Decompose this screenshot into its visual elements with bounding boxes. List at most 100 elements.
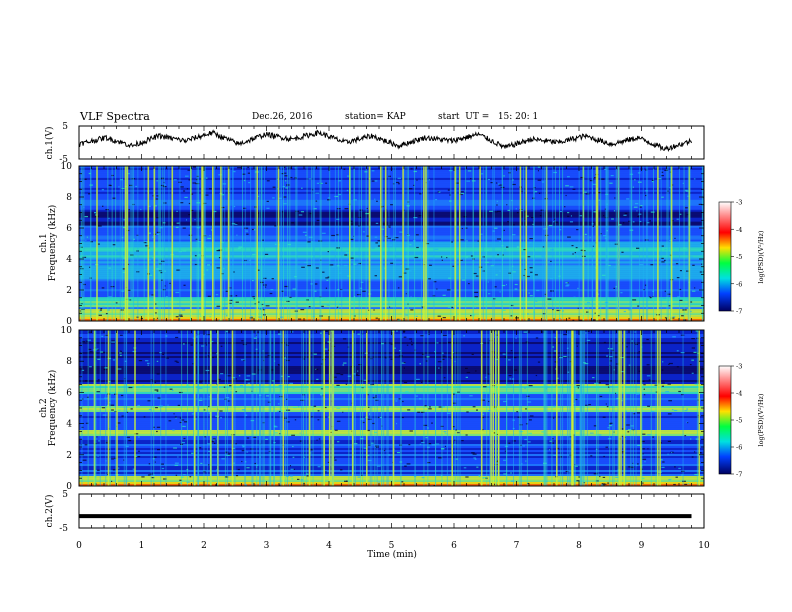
spectrogram-band — [79, 464, 704, 467]
spectrogram-speckle — [586, 330, 590, 332]
spectrogram-sferic — [568, 330, 570, 486]
spectrogram-speckle — [400, 265, 403, 267]
spectrogram-speckle — [669, 362, 673, 365]
colorbar-tick-label: -3 — [736, 363, 742, 371]
spectrogram-speckle — [371, 442, 374, 444]
spectrogram-sferic — [105, 330, 107, 486]
spectrogram-speckle — [684, 410, 688, 412]
spectrogram-speckle — [96, 391, 101, 393]
spectrogram-speckle — [488, 400, 490, 403]
spectrogram-sferic — [425, 166, 427, 321]
spectrogram-sferic — [605, 166, 607, 321]
spectrogram-sferic — [190, 166, 191, 321]
spectrogram-speckle — [176, 361, 179, 363]
spectrogram-speckle — [268, 450, 271, 453]
spectrogram-speckle — [512, 265, 514, 267]
spectrogram-speckle — [188, 214, 191, 216]
spectrogram-sferic — [597, 330, 599, 486]
spectrogram-speckle — [682, 480, 686, 482]
spectrogram-speckle — [420, 440, 423, 442]
spectrogram-speckle — [541, 331, 545, 333]
spectrogram-speckle — [156, 426, 161, 428]
spectrogram-speckle — [132, 468, 135, 470]
spectrogram-speckle — [575, 247, 578, 249]
spectrogram-speckle — [567, 236, 571, 238]
spectrogram-speckle — [233, 271, 235, 273]
spectrogram-speckle — [186, 188, 189, 190]
spectrogram-speckle — [108, 217, 110, 219]
spectrogram-speckle — [208, 412, 211, 414]
spectrogram-sferic — [160, 330, 162, 486]
spectrogram-speckle — [360, 438, 364, 440]
spectrogram-speckle — [311, 255, 314, 257]
spectrogram-speckle — [403, 367, 405, 369]
spectrogram-speckle — [465, 367, 468, 369]
spectrogram-band — [79, 241, 704, 244]
spectrogram-speckle — [321, 305, 324, 307]
spectrogram-speckle — [173, 179, 177, 181]
spectrogram-speckle — [91, 304, 94, 306]
spectrogram-speckle — [119, 352, 122, 354]
spectrogram-speckle — [639, 264, 644, 266]
spectrogram-speckle — [628, 220, 631, 222]
spectrogram-speckle — [553, 405, 556, 407]
spectrogram-band — [79, 201, 704, 205]
spectrogram-sferic — [268, 330, 270, 486]
spectrogram-speckle — [480, 399, 485, 401]
spectrogram-speckle — [316, 182, 320, 184]
spectrogram-speckle — [289, 465, 291, 467]
spectrogram-speckle — [552, 438, 554, 440]
spectrogram-speckle — [239, 385, 243, 387]
spectrogram-speckle — [259, 308, 262, 311]
spectrogram-speckle — [569, 221, 573, 223]
spectrogram-speckle — [597, 315, 600, 317]
spectrogram-speckle — [285, 344, 288, 346]
spectrogram-speckle — [242, 173, 246, 175]
spectrogram-speckle — [692, 290, 696, 292]
spectrogram-speckle — [523, 249, 526, 251]
spectrogram-speckle — [253, 298, 255, 300]
spectrogram-speckle — [593, 211, 597, 213]
spectrogram-speckle — [460, 191, 464, 193]
spectrogram-speckle — [367, 454, 370, 457]
spectrogram-speckle — [290, 176, 293, 179]
spectrogram-speckle — [634, 331, 636, 333]
spectrogram-speckle — [438, 367, 440, 369]
spectrogram-speckle — [344, 254, 348, 256]
spectrogram-speckle — [585, 193, 590, 195]
spectrogram-speckle — [402, 400, 404, 403]
spectrogram-speckle — [496, 433, 499, 436]
spectrogram-sferic — [159, 166, 161, 321]
spectrogram-speckle — [646, 375, 651, 377]
spectrogram-speckle — [143, 242, 147, 244]
spectrogram-speckle — [634, 179, 636, 181]
spectrogram-speckle — [396, 423, 398, 425]
spectrogram-speckle — [197, 241, 202, 243]
spectrogram-speckle — [485, 376, 487, 378]
spectrogram-speckle — [404, 465, 407, 467]
spectrogram-speckle — [651, 179, 655, 182]
x-tick-label: 0 — [76, 541, 82, 551]
spectrogram-sferic — [165, 330, 167, 486]
spectrogram-speckle — [353, 263, 357, 265]
spectrogram-speckle — [492, 408, 496, 410]
spectrogram-speckle — [465, 476, 469, 478]
spectrogram-speckle — [196, 175, 199, 177]
spectrogram-speckle — [632, 413, 636, 415]
spectrogram-speckle — [112, 244, 116, 246]
spectrogram-sferic — [259, 330, 261, 486]
spectrogram-speckle — [613, 266, 616, 268]
spectrogram-band — [79, 245, 704, 248]
spectrogram-speckle — [642, 433, 646, 435]
spectrogram-sferic — [423, 166, 425, 321]
spectrogram-speckle — [572, 319, 575, 321]
spectrogram-speckle — [283, 203, 287, 205]
spectrogram-speckle — [437, 361, 442, 363]
spectrogram-speckle — [526, 275, 530, 278]
spectrogram-sferic — [497, 330, 500, 486]
spectrogram-speckle — [685, 190, 690, 192]
spectrogram-speckle — [243, 359, 246, 362]
spectrogram-speckle — [293, 406, 297, 409]
spectrogram-band — [79, 350, 704, 353]
spectrogram-speckle — [521, 190, 523, 192]
